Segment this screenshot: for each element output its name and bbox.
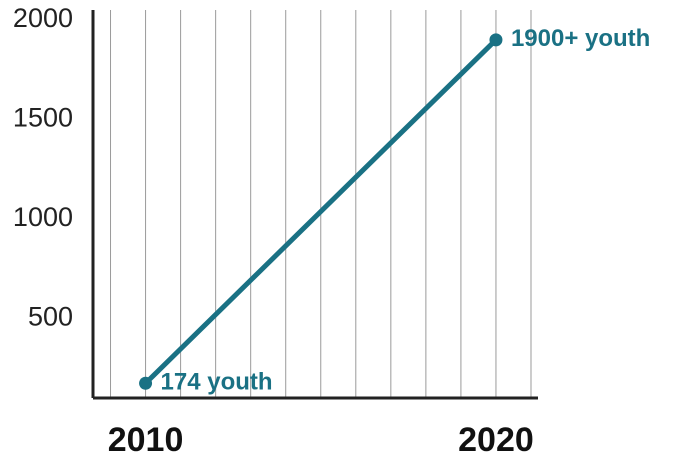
x-tick-labels: 2010 2020 [108,421,534,455]
y-tick-labels: 2000 1500 1000 500 [13,3,73,331]
data-label-group: 174 youth 1900+ youth [161,25,651,395]
y-tick-label-2000: 2000 [13,3,73,33]
data-point-2010 [139,376,153,390]
data-label-2010: 174 youth [161,369,273,396]
series-line-0 [143,37,499,386]
data-label-2020: 1900+ youth [511,25,650,52]
y-tick-label-500: 500 [28,302,73,332]
y-tick-label-1000: 1000 [13,202,73,232]
data-point-2020 [489,33,503,47]
x-tick-label-2010: 2010 [108,421,184,455]
x-tick-label-2020: 2020 [458,421,534,455]
series-group [139,33,503,390]
y-tick-label-1500: 1500 [13,103,73,133]
